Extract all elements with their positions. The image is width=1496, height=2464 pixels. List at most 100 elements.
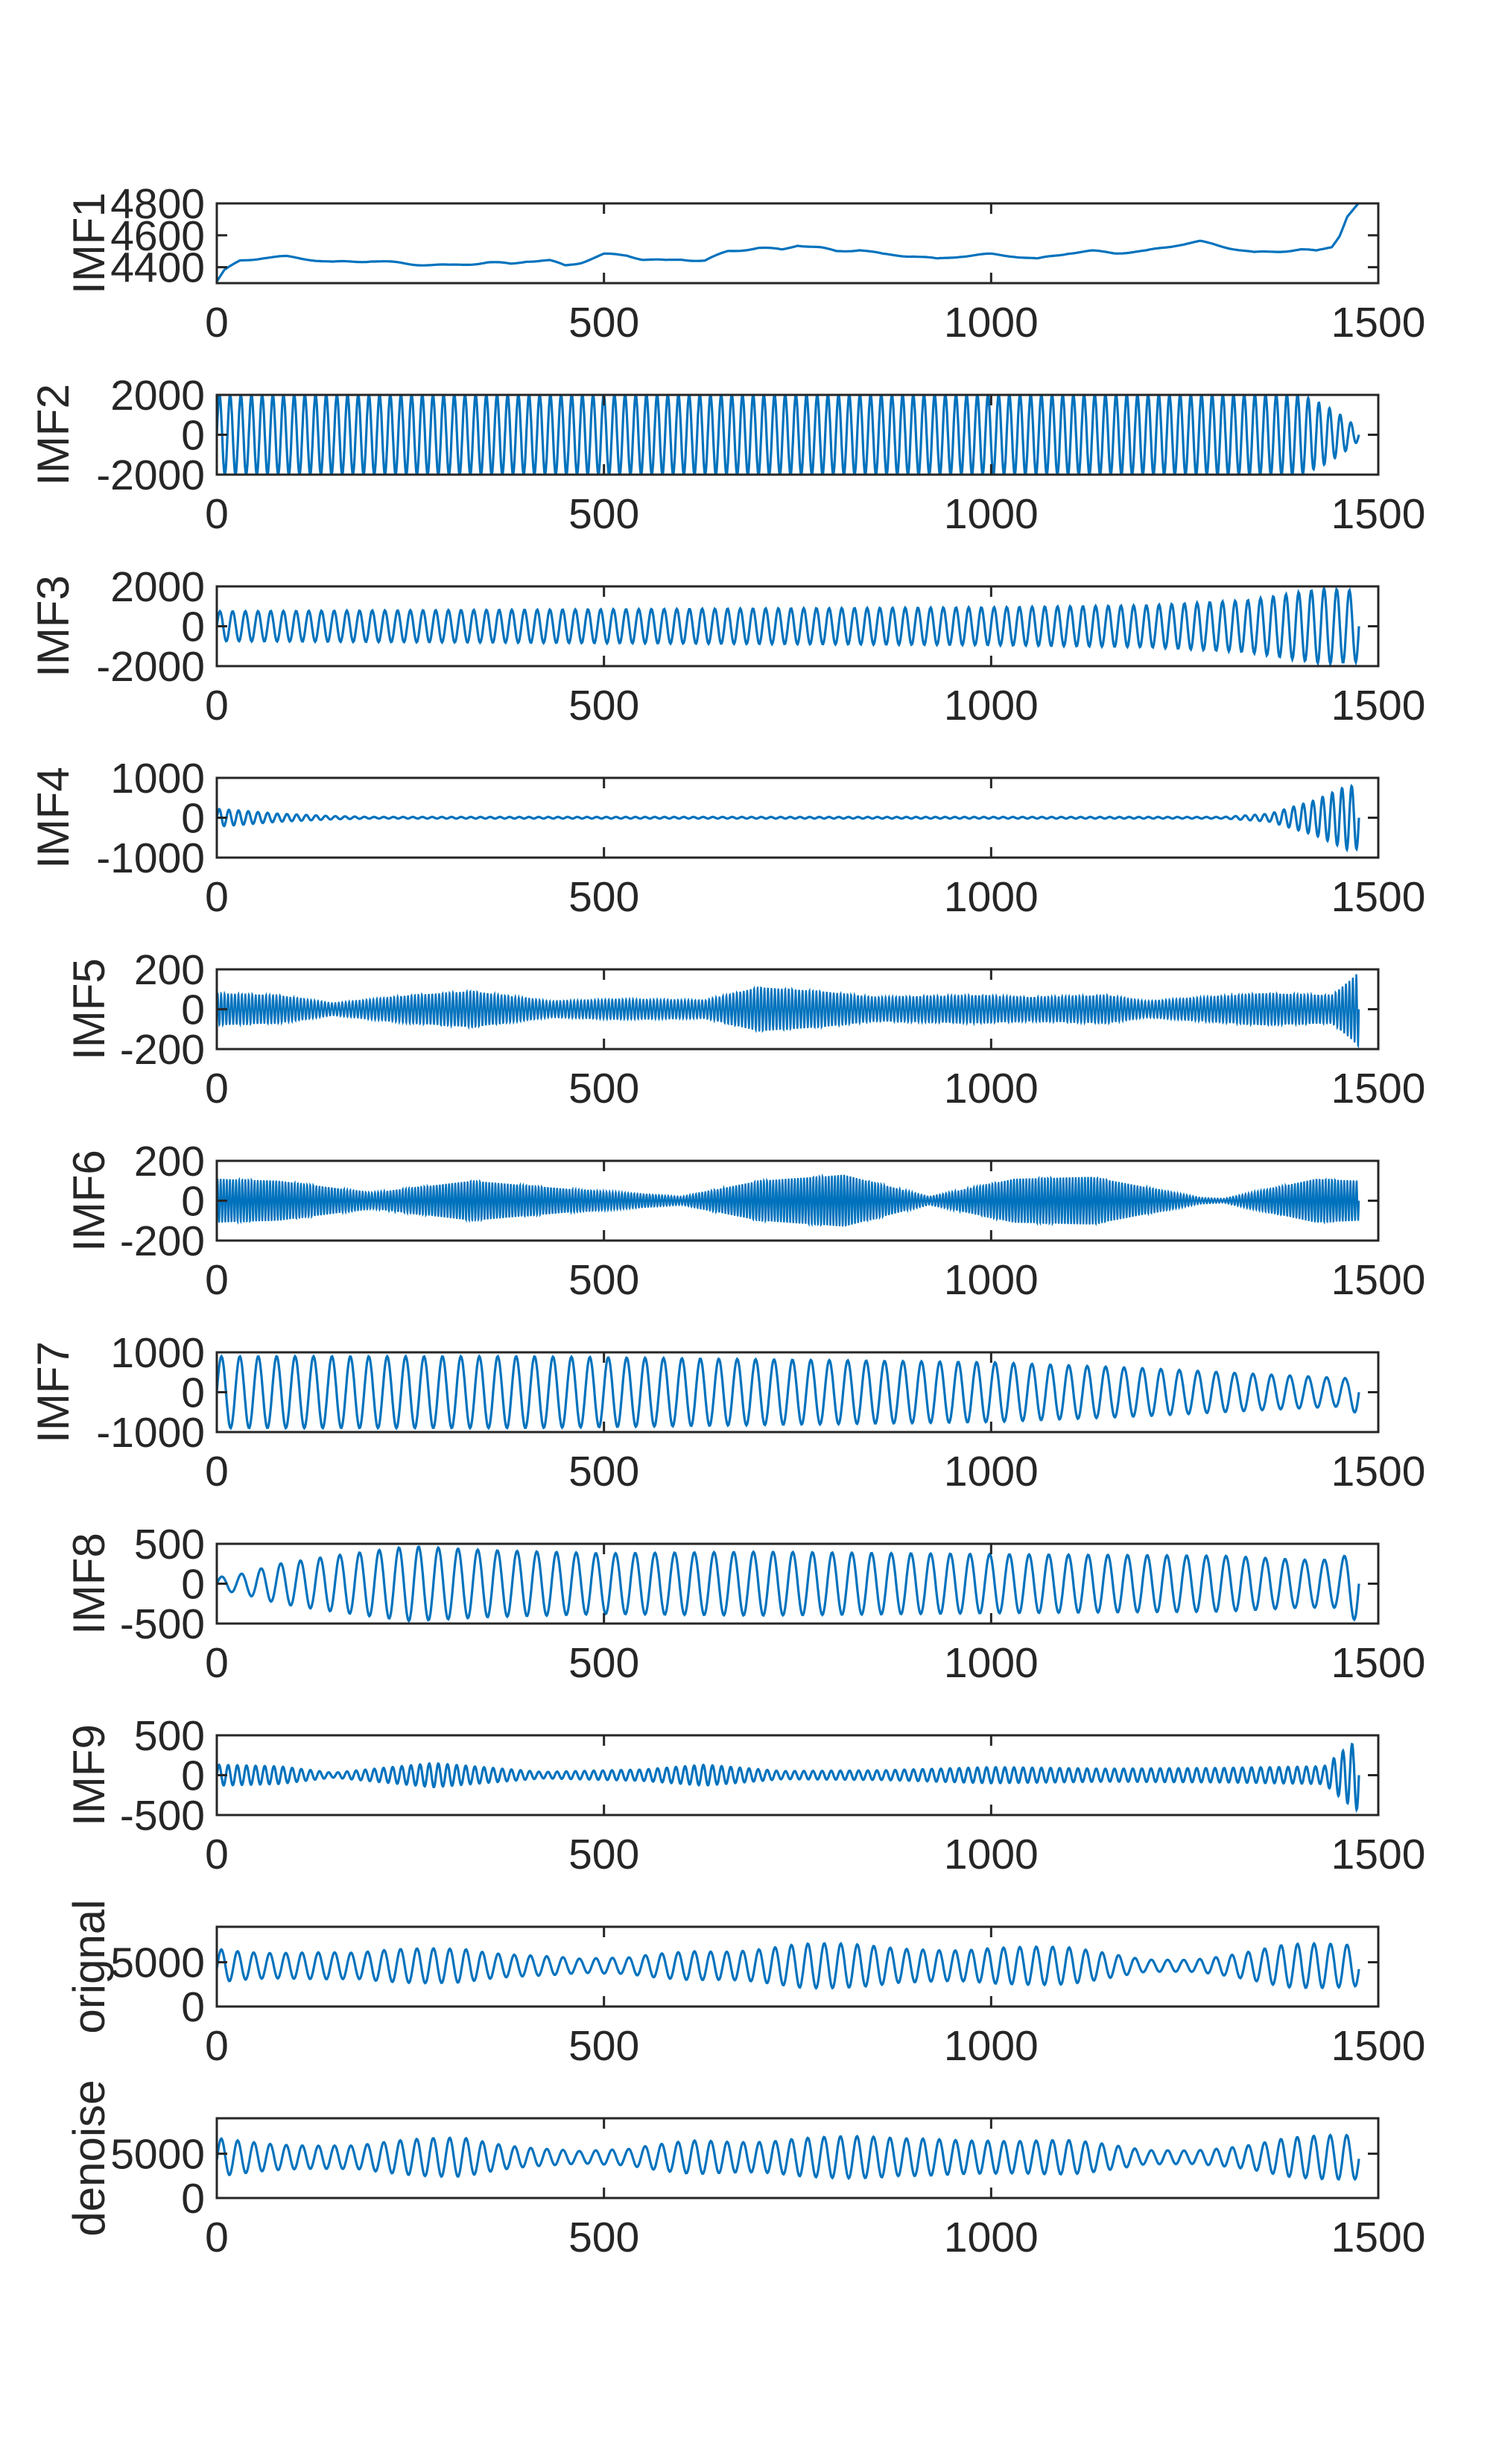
y-tick-label: 5000 bbox=[110, 1939, 205, 1987]
y-tick-label: 0 bbox=[181, 1983, 205, 2031]
y-axis-label: IMF9 bbox=[64, 1724, 114, 1826]
x-tick-label: 500 bbox=[568, 1448, 639, 1495]
series-line bbox=[217, 1742, 1360, 1814]
y-axis-label: IMF3 bbox=[28, 575, 78, 677]
x-tick-label: 1500 bbox=[1331, 2214, 1426, 2261]
y-tick-label: -2000 bbox=[96, 452, 205, 499]
x-tick-label: 1000 bbox=[944, 299, 1039, 346]
y-axis-label: denoise bbox=[64, 2080, 114, 2236]
y-tick-label: 0 bbox=[181, 1178, 205, 1226]
x-tick-label: 500 bbox=[568, 873, 639, 921]
y-tick-label: 0 bbox=[181, 795, 205, 843]
x-tick-label: 1000 bbox=[944, 1831, 1039, 1878]
x-tick-label: 1500 bbox=[1331, 1448, 1426, 1495]
y-tick-label: 4800 bbox=[110, 180, 205, 228]
x-tick-label: 0 bbox=[205, 873, 229, 921]
x-tick-label: 500 bbox=[568, 682, 639, 729]
y-axis-label: IMF5 bbox=[64, 958, 114, 1060]
x-tick-label: 1500 bbox=[1331, 490, 1426, 538]
x-tick-label: 1000 bbox=[944, 2022, 1039, 2070]
y-tick-label: 0 bbox=[181, 2175, 205, 2223]
series-line bbox=[217, 203, 1360, 282]
x-tick-label: 1000 bbox=[944, 873, 1039, 921]
series-line bbox=[217, 1173, 1360, 1227]
y-tick-label: -500 bbox=[120, 1600, 205, 1648]
x-tick-label: 1500 bbox=[1331, 1256, 1426, 1304]
axes-box bbox=[215, 202, 1380, 285]
x-tick-label: 500 bbox=[568, 2214, 639, 2261]
x-tick-label: 0 bbox=[205, 682, 229, 729]
x-tick-label: 0 bbox=[205, 299, 229, 346]
y-tick-label: -1000 bbox=[96, 1409, 205, 1457]
y-tick-label: 200 bbox=[134, 946, 205, 994]
x-tick-label: 500 bbox=[568, 1065, 639, 1112]
x-tick-label: 1500 bbox=[1331, 1831, 1426, 1878]
series-line bbox=[217, 1354, 1360, 1431]
y-tick-label: 0 bbox=[181, 412, 205, 460]
series-line bbox=[217, 395, 1360, 475]
y-tick-label: 0 bbox=[181, 604, 205, 651]
x-tick-label: 1000 bbox=[944, 1256, 1039, 1304]
y-tick-label: 200 bbox=[134, 1138, 205, 1185]
x-tick-label: 0 bbox=[205, 1831, 229, 1878]
y-tick-label: -500 bbox=[120, 1792, 205, 1840]
x-tick-label: 0 bbox=[205, 1639, 229, 1687]
x-tick-label: 1500 bbox=[1331, 1065, 1426, 1112]
x-tick-label: 1500 bbox=[1331, 2022, 1426, 2070]
y-tick-label: 5000 bbox=[110, 2131, 205, 2179]
y-tick-label: 500 bbox=[134, 1712, 205, 1760]
series-line bbox=[217, 974, 1360, 1049]
x-tick-label: 0 bbox=[205, 1065, 229, 1112]
y-tick-label: 0 bbox=[181, 1752, 205, 1800]
x-tick-label: 1000 bbox=[944, 682, 1039, 729]
y-tick-label: -2000 bbox=[96, 643, 205, 691]
x-tick-label: 500 bbox=[568, 299, 639, 346]
x-tick-label: 500 bbox=[568, 1831, 639, 1878]
series-line bbox=[217, 783, 1360, 853]
y-tick-label: 4400 bbox=[110, 244, 205, 292]
y-tick-label: 2000 bbox=[110, 563, 205, 611]
series-line bbox=[217, 1545, 1360, 1624]
x-tick-label: 500 bbox=[568, 2022, 639, 2070]
y-tick-label: -200 bbox=[120, 1217, 205, 1265]
y-axis-label: IMF6 bbox=[64, 1150, 114, 1252]
axes-box bbox=[215, 2117, 1380, 2199]
x-tick-label: 500 bbox=[568, 490, 639, 538]
x-tick-label: 0 bbox=[205, 490, 229, 538]
x-tick-label: 1000 bbox=[944, 490, 1039, 538]
x-tick-label: 500 bbox=[568, 1639, 639, 1687]
y-tick-label: 1000 bbox=[110, 1329, 205, 1377]
x-tick-label: 1500 bbox=[1331, 682, 1426, 729]
y-tick-label: 500 bbox=[134, 1521, 205, 1568]
y-axis-label: IMF2 bbox=[28, 384, 78, 486]
x-tick-label: 1000 bbox=[944, 2214, 1039, 2261]
y-axis-label: IMF4 bbox=[28, 767, 78, 869]
x-tick-label: 1500 bbox=[1331, 299, 1426, 346]
y-axis-label: orignal bbox=[64, 1899, 114, 2033]
series-line bbox=[217, 2133, 1360, 2182]
y-tick-label: 1000 bbox=[110, 755, 205, 802]
x-tick-label: 1000 bbox=[944, 1065, 1039, 1112]
y-tick-label: 2000 bbox=[110, 372, 205, 419]
x-tick-label: 0 bbox=[205, 2022, 229, 2070]
y-axis-label: IMF1 bbox=[64, 192, 114, 294]
x-tick-label: 0 bbox=[205, 1256, 229, 1304]
axes-box bbox=[215, 585, 1380, 668]
y-tick-label: 0 bbox=[181, 1561, 205, 1609]
x-tick-label: 1500 bbox=[1331, 873, 1426, 921]
y-axis-label: IMF8 bbox=[64, 1533, 114, 1635]
y-tick-label: -1000 bbox=[96, 834, 205, 882]
x-tick-label: 0 bbox=[205, 2214, 229, 2261]
y-axis-label: IMF7 bbox=[28, 1341, 78, 1443]
